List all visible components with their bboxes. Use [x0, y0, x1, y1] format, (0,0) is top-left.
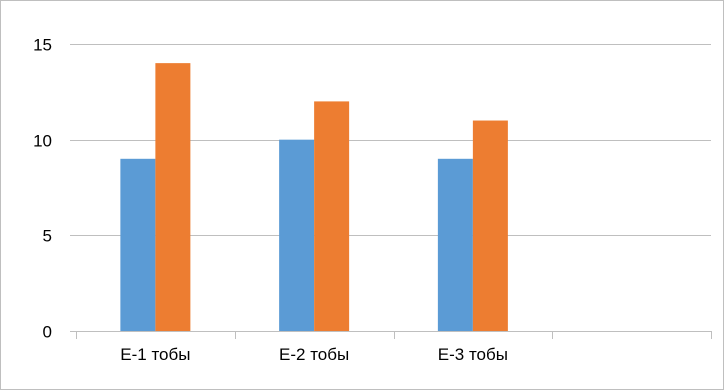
axes [76, 331, 712, 339]
bar-series2-cat3 [472, 120, 508, 332]
y-tick-label-15: 15 [33, 36, 52, 55]
bar-series1-cat2 [279, 139, 315, 331]
bar-series1-cat1 [120, 158, 156, 331]
y-tick-label-5: 5 [43, 227, 52, 246]
y-tick-label-0: 0 [43, 323, 52, 342]
tick-labels: 0 5 10 15 Е-1 тобы Е-2 тобы Е-3 тобы [33, 36, 508, 365]
bar-series1-cat3 [437, 158, 473, 331]
bars [120, 63, 508, 332]
x-tick-label-3: Е-3 тобы [438, 345, 508, 364]
bar-series2-cat2 [314, 101, 350, 332]
y-tick-label-10: 10 [33, 132, 52, 151]
x-tick-label-1: Е-1 тобы [120, 345, 190, 364]
x-tick-label-2: Е-2 тобы [279, 345, 349, 364]
bar-series2-cat1 [155, 63, 191, 332]
